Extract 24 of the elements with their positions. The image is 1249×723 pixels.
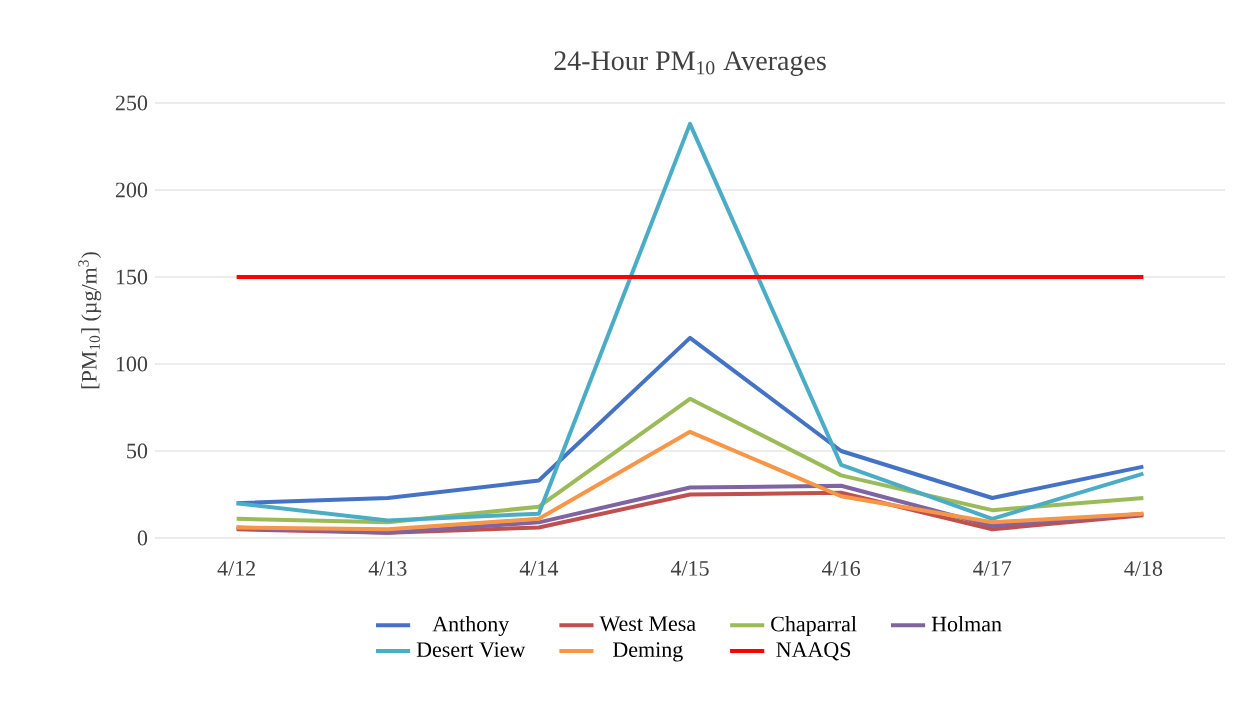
legend-label: Desert View [416,642,526,658]
x-tick-label: 4/12 [217,561,255,576]
legend-label: Anthony [432,616,510,636]
y-tick-label: 100 [116,356,148,372]
y-tick-label: 50 [127,443,148,459]
y-axis-title: [PM$_{10}$] (µg/m$^{3}$) [78,252,102,389]
chart-title: 24-Hour PM$_{10}$ Averages [554,51,826,76]
y-tick-label: 200 [115,182,148,198]
x-tick-label: 4/15 [670,561,709,576]
y-tick-label: 150 [116,269,148,285]
legend-label: West Mesa [599,616,696,632]
y-tick-label: 0 [137,530,148,546]
line-series [234,429,1146,532]
line-series [234,121,1146,523]
x-tick-label: 4/16 [822,561,861,576]
legend-label: Holman [931,616,1002,632]
x-tick-label: 4/13 [368,561,407,576]
legend-label: NAAQS [776,642,851,661]
x-tick-label: 4/18 [1124,561,1163,576]
x-tick-label: 4/14 [519,561,559,576]
legend-label: Deming [613,642,683,662]
legend-label: Chaparral [771,616,857,636]
y-tick-label: 250 [115,95,148,111]
x-tick-label: 4/17 [973,561,1012,576]
